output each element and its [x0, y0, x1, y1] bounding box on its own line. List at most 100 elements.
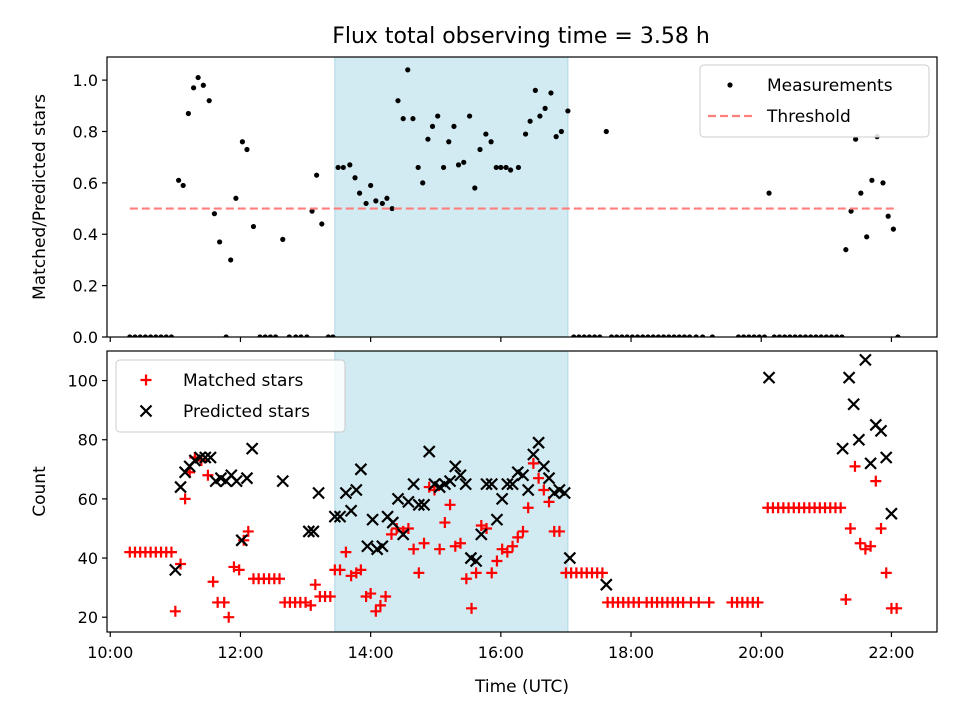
- x-axis-label: Time (UTC): [474, 677, 569, 697]
- measurement-point: [356, 190, 363, 196]
- y-tick-label: 40: [78, 549, 98, 568]
- measurement-point: [466, 113, 473, 119]
- measurement-point: [542, 105, 548, 111]
- predicted-star-point: [600, 578, 613, 591]
- x-tick-label: 22:00: [868, 643, 914, 662]
- measurement-point: [429, 123, 436, 129]
- matched-star-point: [454, 537, 466, 549]
- predicted-star-point: [386, 516, 400, 529]
- predicted-star-point: [558, 486, 571, 500]
- measurement-point: [532, 87, 538, 93]
- matched-star-point: [238, 534, 250, 546]
- matched-star-point: [703, 596, 715, 608]
- measurement-point: [522, 131, 529, 137]
- matched-star-point: [385, 528, 397, 540]
- axes-frame: [106, 56, 938, 338]
- legend-marker-plus: [140, 374, 152, 386]
- measurement-point: [223, 334, 229, 337]
- measurement-point: [828, 334, 835, 337]
- predicted-star-point: [864, 457, 877, 470]
- matched-star-point: [891, 602, 903, 614]
- measurement-point: [843, 247, 849, 253]
- measurement-point: [813, 334, 819, 337]
- predicted-star-point: [417, 498, 431, 512]
- measurement-point: [797, 334, 803, 337]
- measurement-point: [410, 116, 416, 122]
- measurement-point: [709, 334, 716, 337]
- legend: Matched stars Predicted stars: [115, 359, 346, 433]
- predicted-star-point: [402, 495, 415, 509]
- measurement-point: [211, 211, 218, 217]
- measurement-point: [603, 128, 609, 135]
- measurement-point: [280, 236, 286, 242]
- predicted-star-point: [859, 353, 872, 367]
- matched-star-point: [527, 457, 539, 469]
- plot-area: [127, 67, 901, 337]
- measurement-point: [168, 334, 175, 337]
- matched-star-point: [533, 472, 545, 484]
- predicted-star-point: [521, 483, 535, 497]
- measurement-point: [761, 334, 768, 337]
- measurement-point: [262, 334, 268, 337]
- chart-title: Flux total observing time = 3.58 h: [332, 24, 710, 49]
- legend-marker-x: [139, 404, 153, 418]
- predicted-star-point: [885, 507, 898, 520]
- predicted-star-point: [842, 371, 856, 384]
- measurement-point: [515, 164, 522, 171]
- measurement-point: [363, 200, 369, 207]
- measurement-point: [565, 108, 571, 114]
- measurement-point: [153, 334, 159, 337]
- predicted-star-point: [443, 474, 457, 488]
- predicted-star-point: [454, 468, 467, 482]
- predicted-star-point: [527, 448, 540, 461]
- measurement-point: [591, 334, 598, 337]
- matched-star-point: [466, 602, 478, 614]
- measurement-point: [895, 334, 901, 337]
- matched-star-point: [870, 475, 882, 487]
- measurement-point: [185, 110, 191, 117]
- measurement-point: [384, 195, 390, 201]
- x-tick-label: 10:00: [87, 643, 133, 662]
- predicted-star-point: [235, 534, 249, 547]
- measurement-point: [869, 177, 875, 183]
- predicted-star-point: [495, 492, 509, 506]
- x-tick-label: 18:00: [608, 643, 654, 662]
- measurement-point: [163, 334, 169, 337]
- plot-area: [124, 353, 903, 623]
- measurement-point: [792, 334, 798, 337]
- measurement-point: [244, 146, 250, 153]
- measurement-point: [195, 74, 201, 81]
- measurement-point: [340, 164, 346, 171]
- predicted-star-point: [879, 451, 893, 464]
- matched-star-point: [202, 469, 214, 481]
- matched-star-point: [844, 522, 856, 534]
- measurement-point: [558, 128, 564, 135]
- observing-window-span: [334, 56, 569, 338]
- matched-star-point: [365, 588, 377, 600]
- predicted-star-point: [174, 480, 187, 494]
- matched-star-point: [413, 567, 425, 579]
- measurement-point: [650, 334, 656, 337]
- matched-star-point: [507, 540, 519, 552]
- measurement-point: [461, 159, 467, 165]
- measurement-point: [233, 195, 239, 201]
- matched-star-point: [434, 543, 446, 555]
- measurement-point: [766, 190, 772, 196]
- measurement-point: [425, 136, 431, 142]
- measurement-point: [756, 334, 762, 337]
- predicted-star-point: [276, 474, 290, 488]
- measurement-point: [373, 198, 379, 204]
- measurement-point: [483, 131, 489, 137]
- measurement-point: [217, 239, 223, 245]
- matched-star-point: [305, 599, 317, 611]
- axes-frame: [106, 350, 938, 633]
- matched-star-point: [512, 531, 524, 543]
- predicted-star-point: [501, 477, 514, 491]
- legend-entry: Matched stars: [140, 371, 303, 391]
- predicted-star-point: [240, 471, 254, 485]
- predicted-star-point: [852, 433, 866, 447]
- legend-label: Threshold: [766, 107, 851, 127]
- matched-star-point: [538, 484, 550, 496]
- measurement-point: [614, 334, 620, 337]
- predicted-star-point: [490, 513, 504, 526]
